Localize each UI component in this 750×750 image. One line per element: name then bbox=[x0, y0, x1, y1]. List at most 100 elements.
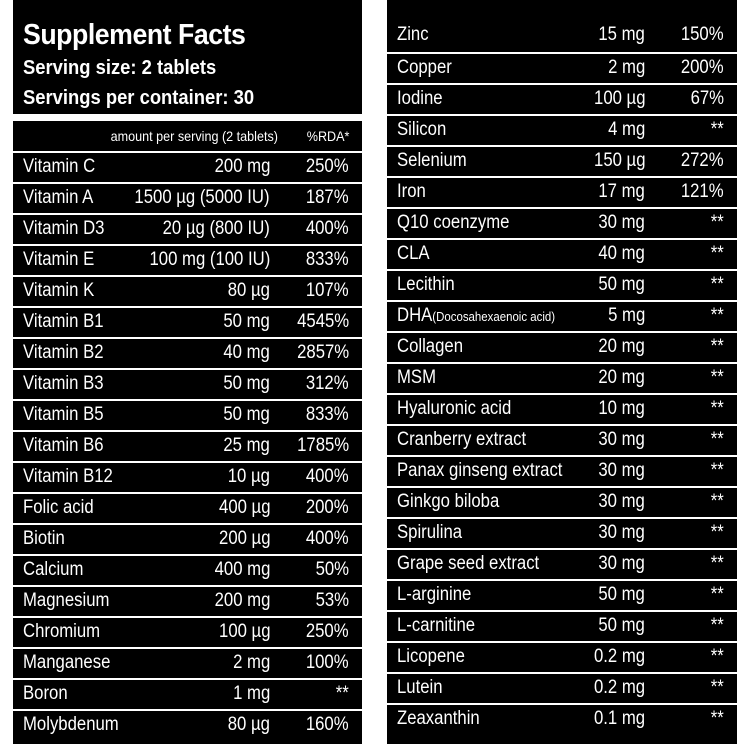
nutrient-amount: 1500 µg (5000 IU) bbox=[134, 187, 270, 208]
nutrient-row: Vitamin B5 50 mg 833% bbox=[13, 399, 362, 430]
nutrient-amount: 30 mg bbox=[598, 553, 645, 574]
nutrient-rda: ** bbox=[710, 398, 724, 419]
nutrient-row: Zinc 15 mg 150% bbox=[387, 21, 737, 52]
nutrient-row: Silicon 4 mg ** bbox=[387, 114, 737, 145]
nutrient-name-text: Folic acid bbox=[23, 497, 94, 518]
nutrient-row: Vitamin B3 50 mg 312% bbox=[13, 368, 362, 399]
nutrient-row: Zeaxanthin 0.1 mg ** bbox=[387, 703, 737, 734]
nutrient-row: Folic acid 400 µg 200% bbox=[13, 492, 362, 523]
nutrient-name: Vitamin A bbox=[23, 186, 93, 210]
nutrient-name: Zinc bbox=[397, 23, 429, 47]
nutrient-amount: 50 mg bbox=[223, 311, 270, 332]
nutrient-row: Q10 coenzyme 30 mg ** bbox=[387, 207, 737, 238]
nutrient-rda: ** bbox=[710, 522, 724, 543]
nutrient-row: Copper 2 mg 200% bbox=[387, 52, 737, 83]
nutrient-name-text: Vitamin K bbox=[23, 280, 95, 301]
nutrient-name-text: Silicon bbox=[397, 119, 447, 140]
nutrient-name: Copper bbox=[397, 56, 452, 80]
nutrient-name-text: Zinc bbox=[397, 24, 429, 45]
nutrient-row: Lecithin 50 mg ** bbox=[387, 269, 737, 300]
nutrient-name-text: Lecithin bbox=[397, 274, 455, 295]
nutrient-rda: 121% bbox=[681, 181, 724, 202]
nutrient-name: Iron bbox=[397, 180, 426, 204]
nutrient-row: Calcium 400 mg 50% bbox=[13, 554, 362, 585]
nutrient-amount: 0.2 mg bbox=[593, 677, 645, 698]
nutrient-name-text: MSM bbox=[397, 367, 437, 388]
nutrient-row: Vitamin A 1500 µg (5000 IU) 187% bbox=[13, 182, 362, 213]
nutrient-name: Selenium bbox=[397, 149, 467, 173]
nutrient-amount: 30 mg bbox=[598, 429, 645, 450]
nutrient-rda: 833% bbox=[306, 249, 349, 270]
nutrient-rda: ** bbox=[710, 274, 724, 295]
nutrient-amount: 50 mg bbox=[223, 373, 270, 394]
nutrient-name: Vitamin D3 bbox=[23, 217, 104, 241]
nutrient-name: Vitamin B2 bbox=[23, 341, 104, 365]
nutrient-name: Lecithin bbox=[397, 273, 455, 297]
nutrient-row: Vitamin B12 10 µg 400% bbox=[13, 461, 362, 492]
nutrient-rda: 50% bbox=[315, 559, 349, 580]
nutrient-rda: 200% bbox=[681, 57, 724, 78]
nutrient-rda: 53% bbox=[315, 590, 349, 611]
nutrient-amount: 30 mg bbox=[598, 491, 645, 512]
nutrient-name-text: Zeaxanthin bbox=[397, 708, 480, 729]
nutrient-rda: ** bbox=[710, 677, 724, 698]
nutrient-row: Collagen 20 mg ** bbox=[387, 331, 737, 362]
nutrient-amount: 100 µg bbox=[218, 621, 270, 642]
right-nutrient-list: Zinc 15 mg 150% Copper 2 mg 200% Iodine 100 µg 6… bbox=[387, 21, 737, 734]
nutrient-rda: ** bbox=[710, 336, 724, 357]
nutrient-row: Vitamin B2 40 mg 2857% bbox=[13, 337, 362, 368]
nutrient-rda: ** bbox=[710, 460, 724, 481]
nutrient-rda: ** bbox=[710, 584, 724, 605]
nutrient-row: CLA 40 mg ** bbox=[387, 238, 737, 269]
nutrient-row: Vitamin D3 20 µg (800 IU) 400% bbox=[13, 213, 362, 244]
nutrient-name-text: Copper bbox=[397, 57, 452, 78]
nutrient-name-text: Vitamin B12 bbox=[23, 466, 113, 487]
nutrient-name-text: Q10 coenzyme bbox=[397, 212, 510, 233]
nutrient-amount: 20 mg bbox=[598, 336, 645, 357]
nutrient-name: Vitamin C bbox=[23, 155, 95, 179]
serving-size: Serving size: 2 tablets bbox=[23, 57, 217, 79]
nutrient-name-text: Iodine bbox=[397, 88, 443, 109]
nutrient-amount: 200 µg bbox=[218, 528, 270, 549]
nutrient-row: Iodine 100 µg 67% bbox=[387, 83, 737, 114]
nutrient-name: Collagen bbox=[397, 335, 463, 359]
nutrient-rda: 2857% bbox=[296, 342, 349, 363]
nutrient-row: DHA(Docosahexaenoic acid) 5 mg ** bbox=[387, 300, 737, 331]
nutrient-name-text: DHA bbox=[397, 305, 433, 326]
nutrient-name-text: Hyaluronic acid bbox=[397, 398, 512, 419]
nutrient-amount: 200 mg bbox=[214, 156, 270, 177]
nutrient-rda: 160% bbox=[306, 714, 349, 735]
nutrient-name-text: Manganese bbox=[23, 652, 111, 673]
nutrient-rda: 187% bbox=[306, 187, 349, 208]
nutrient-amount: 1 mg bbox=[232, 683, 270, 704]
nutrient-amount: 17 mg bbox=[598, 181, 645, 202]
supplement-facts-left-panel: Supplement Facts Serving size: 2 tablets… bbox=[13, 0, 362, 744]
nutrient-rda: ** bbox=[710, 491, 724, 512]
nutrient-name-text: Collagen bbox=[397, 336, 463, 357]
nutrient-name-text: Licopene bbox=[397, 646, 465, 667]
nutrient-amount: 30 mg bbox=[598, 460, 645, 481]
nutrient-name-text: Vitamin B2 bbox=[23, 342, 104, 363]
nutrient-amount: 30 mg bbox=[598, 212, 645, 233]
nutrient-name-text: Vitamin D3 bbox=[23, 218, 105, 239]
nutrient-row: Boron 1 mg ** bbox=[13, 678, 362, 709]
nutrient-name-text: Vitamin B1 bbox=[23, 311, 104, 332]
nutrient-rda: 150% bbox=[681, 24, 724, 45]
nutrient-amount: 50 mg bbox=[598, 584, 645, 605]
nutrient-amount: 40 mg bbox=[223, 342, 270, 363]
nutrient-name: Q10 coenzyme bbox=[397, 211, 509, 235]
nutrient-amount: 150 µg bbox=[593, 150, 645, 171]
nutrient-row: Molybdenum 80 µg 160% bbox=[13, 709, 362, 740]
nutrient-rda: 1785% bbox=[296, 435, 349, 456]
nutrient-rda: 100% bbox=[306, 652, 349, 673]
header-divider bbox=[13, 114, 362, 121]
nutrient-name: Panax ginseng extract bbox=[397, 459, 562, 483]
nutrient-name-text: Calcium bbox=[23, 559, 84, 580]
nutrient-rda: 272% bbox=[681, 150, 724, 171]
nutrient-row: L-arginine 50 mg ** bbox=[387, 579, 737, 610]
nutrient-amount: 25 mg bbox=[223, 435, 270, 456]
nutrient-name-text: Vitamin B3 bbox=[23, 373, 104, 394]
nutrient-name-text: Vitamin A bbox=[23, 187, 94, 208]
nutrient-amount: 100 mg (100 IU) bbox=[149, 249, 270, 270]
nutrient-rda: ** bbox=[710, 119, 724, 140]
